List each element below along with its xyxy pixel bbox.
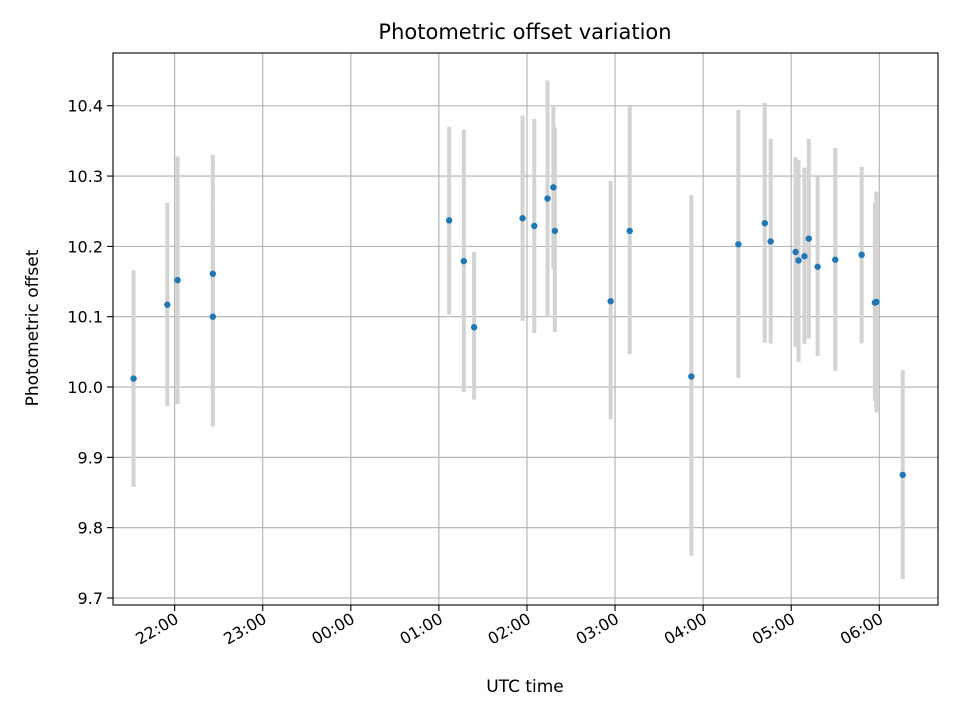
data-point [209, 313, 217, 320]
x-axis-label: UTC time [486, 677, 564, 697]
y-axis-label: Photometric offset [23, 249, 43, 406]
data-point [792, 248, 799, 256]
data-point [805, 235, 813, 242]
data-point [551, 227, 559, 235]
data-point [899, 471, 906, 479]
data-point [795, 257, 802, 264]
data-point [460, 257, 468, 265]
data-point [814, 263, 821, 270]
y-tick-label: 9.8 [78, 519, 103, 538]
data-point [767, 238, 774, 245]
data-point [470, 324, 478, 331]
data-point [873, 298, 880, 306]
y-axis-ticks: 9.7 9.8 9.9 10.0 10.1 10.2 10.3 10.4 [67, 97, 113, 608]
data-point [607, 298, 614, 305]
data-point [519, 215, 526, 222]
y-tick-label: 10.2 [67, 237, 103, 256]
y-tick-label: 10.4 [67, 97, 103, 116]
data-point [209, 270, 217, 277]
data-point [761, 219, 768, 227]
data-point [735, 241, 742, 248]
data-point [130, 375, 137, 382]
y-tick-label: 10.1 [67, 308, 103, 327]
data-point [174, 276, 181, 284]
data-point [832, 256, 839, 263]
data-point [626, 227, 633, 235]
data-point [544, 195, 551, 202]
y-tick-label: 9.7 [78, 589, 103, 608]
plot-frame [112, 52, 939, 606]
data-point [858, 251, 865, 259]
data-point [531, 222, 538, 230]
y-tick-label: 9.9 [78, 448, 103, 467]
y-tick-label: 10.0 [67, 378, 103, 397]
data-point [550, 184, 557, 191]
data-point [801, 253, 808, 260]
data-point [688, 373, 695, 380]
chart-title: Photometric offset variation [378, 20, 671, 44]
data-points [130, 184, 906, 479]
data-point [164, 301, 171, 308]
data-point [445, 217, 453, 224]
y-tick-label: 10.3 [67, 167, 103, 186]
